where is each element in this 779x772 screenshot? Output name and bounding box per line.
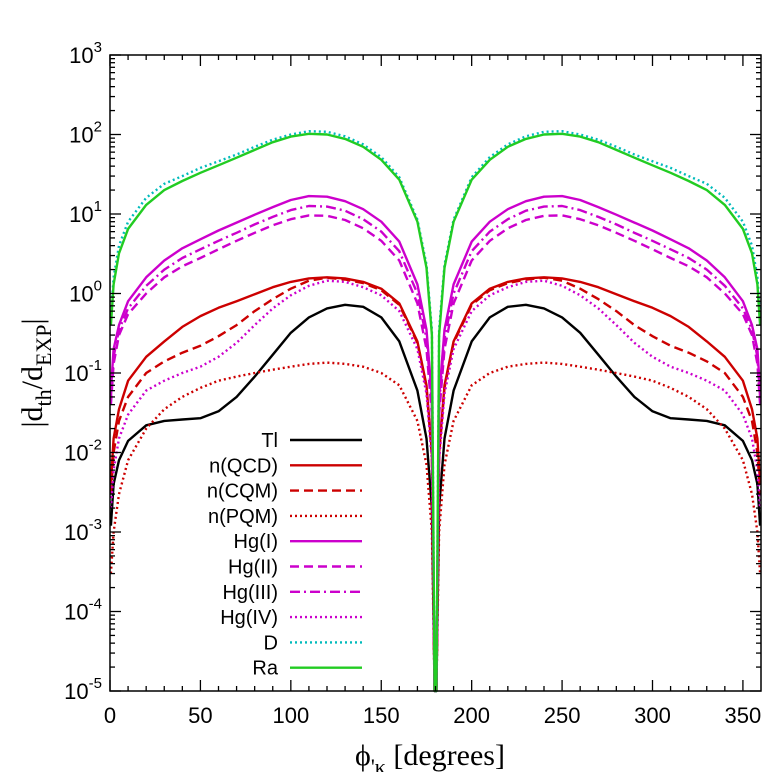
axis-ticks	[109, 54, 761, 692]
y-tick-label: 10-2	[64, 437, 102, 466]
legend-item-hg-iv: Hg(IV)	[220, 607, 362, 629]
legend-item-ra: Ra	[252, 658, 362, 680]
series-line-hg-iii	[109, 204, 762, 693]
plot-curves	[109, 129, 762, 693]
x-tick-label: 50	[188, 703, 212, 728]
legend-label: n(PQM)	[208, 506, 278, 528]
legend-item-n-qcd: n(QCD)	[209, 455, 362, 477]
series-line-ra	[109, 132, 762, 693]
series-line-hg-ii	[109, 214, 762, 693]
y-tick-label: 10-1	[64, 357, 102, 386]
legend: Tl n(QCD) n(CQM) n(PQM) Hg(I) Hg(II) Hg(III) Hg…	[207, 430, 362, 680]
series-line-n-cqm	[109, 276, 762, 693]
legend-item-d: D	[264, 632, 362, 654]
legend-label: D	[264, 632, 278, 654]
x-tick-label: 350	[725, 703, 762, 728]
y-axis-label: |dth/dEXP|	[16, 318, 56, 427]
legend-item-tl: Tl	[261, 430, 362, 452]
legend-item-hg-ii: Hg(II)	[228, 557, 362, 579]
legend-label: n(CQM)	[207, 481, 278, 503]
x-tick-label: 100	[272, 703, 309, 728]
legend-item-n-pqm: n(PQM)	[208, 506, 362, 528]
x-tick-labels: 0 50 100 150 200 250 300 350	[104, 703, 761, 728]
x-tick-label: 0	[104, 703, 116, 728]
legend-label: Tl	[261, 430, 278, 452]
legend-label: Hg(II)	[228, 557, 278, 579]
y-tick-label: 100	[69, 278, 102, 307]
legend-item-n-cqm: n(CQM)	[207, 481, 362, 503]
y-tick-label: 10-4	[64, 596, 102, 625]
legend-label: Hg(I)	[234, 531, 278, 553]
y-tick-label: 101	[69, 198, 102, 227]
series-line-d	[109, 129, 762, 693]
legend-label: Hg(IV)	[220, 607, 278, 629]
x-tick-label: 300	[634, 703, 671, 728]
y-tick-label: 10-3	[64, 516, 102, 545]
x-tick-label: 200	[453, 703, 490, 728]
x-tick-label: 250	[544, 703, 581, 728]
series-line-hg-i	[109, 194, 762, 693]
legend-label: Ra	[252, 658, 278, 680]
legend-label: Hg(III)	[222, 582, 278, 604]
legend-item-hg-i: Hg(I)	[234, 531, 362, 553]
x-axis-label: ϕ'κ [degrees]	[355, 739, 505, 772]
y-tick-label: 10-5	[64, 675, 102, 704]
y-tick-label: 102	[69, 119, 102, 148]
x-tick-label: 150	[363, 703, 400, 728]
y-tick-labels: 10-5 10-4 10-3 10-2 10-1 100 101 102 103	[64, 39, 102, 704]
legend-item-hg-iii: Hg(III)	[222, 582, 362, 604]
y-tick-label: 103	[69, 39, 102, 68]
legend-label: n(QCD)	[209, 455, 278, 477]
plot-frame	[109, 54, 762, 692]
